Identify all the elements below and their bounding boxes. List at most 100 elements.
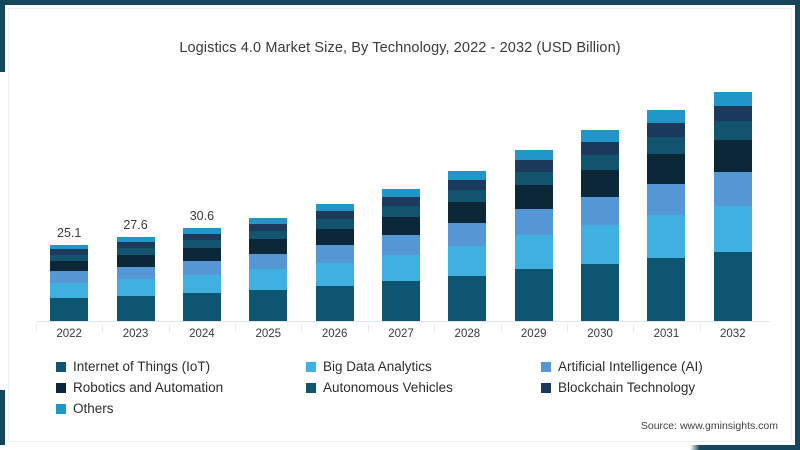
legend-item[interactable]: Artificial Intelligence (AI) [541,359,756,374]
bar-segment[interactable] [116,242,155,249]
bar-column[interactable]: 27.6 [116,218,155,321]
bar-segment[interactable] [647,154,686,184]
bar-segment[interactable] [249,269,288,291]
bar-segment[interactable] [182,240,221,248]
bar-column[interactable] [382,188,420,321]
bar-segment[interactable] [382,281,420,321]
bar-segment[interactable] [514,209,553,236]
bar-segment[interactable] [116,237,155,243]
legend-swatch-icon [541,361,551,372]
bar-column[interactable] [713,91,752,321]
bar-column[interactable] [647,110,686,321]
bar-segment[interactable] [382,188,420,198]
bar-segment[interactable] [249,239,288,254]
bar-segment[interactable] [448,190,487,203]
bar-column[interactable]: 30.6 [182,209,221,321]
bar-segment[interactable] [116,266,155,280]
chart-legend: Internet of Things (IoT) Big Data Analyti… [56,356,756,419]
bar-segment[interactable] [448,245,487,276]
bar-segment[interactable] [581,225,620,264]
bar-segment[interactable] [581,142,620,155]
bar-column[interactable] [514,149,553,321]
bar-segment[interactable] [647,183,686,216]
bar-segment[interactable] [514,235,553,270]
bar-segment[interactable] [116,295,155,321]
bar-segment[interactable] [713,121,752,140]
bar-segment[interactable] [713,106,752,122]
frame-border-bottom [0,445,800,450]
bar-column[interactable] [249,217,288,321]
bar-segment[interactable] [182,228,221,234]
bar-column[interactable]: 25.1 [50,226,89,321]
bar-segment[interactable] [647,215,686,258]
bar-segment[interactable] [382,216,420,236]
bar-segment[interactable] [647,257,686,321]
bar-segment[interactable] [249,217,288,225]
bar-segment[interactable] [50,244,89,250]
bar-segment[interactable] [50,297,89,321]
bar-segment[interactable] [50,260,89,272]
bar-segment[interactable] [315,286,354,321]
bar-segment[interactable] [448,275,487,321]
bar-segment[interactable] [182,233,221,241]
bar-segment[interactable] [713,139,752,172]
bar-segment[interactable] [647,110,686,124]
bar-segment[interactable] [514,160,553,172]
bar-segment[interactable] [382,205,420,217]
bar-segment[interactable] [315,228,354,246]
bar-segment[interactable] [249,224,288,232]
bar-segment[interactable] [713,206,752,253]
bar-segment[interactable] [315,219,354,229]
bar-segment[interactable] [647,137,686,155]
legend-item[interactable]: Internet of Things (IoT) [56,359,306,374]
bar-segment[interactable] [382,197,420,206]
bar-segment[interactable] [713,252,752,321]
bar-segment[interactable] [315,262,354,287]
bar-segment[interactable] [50,271,89,283]
bar-segment[interactable] [448,202,487,224]
bar-segment[interactable] [713,91,752,106]
bar-segment[interactable] [514,185,553,210]
bar-segment[interactable] [448,180,487,191]
bar-segment[interactable] [581,263,620,321]
bar-segment[interactable] [514,171,553,186]
bar-segment[interactable] [448,223,487,246]
bar-segment[interactable] [116,279,155,296]
bar-segment[interactable] [581,170,620,197]
bar-column[interactable] [315,204,354,321]
bar-segment[interactable] [315,211,354,220]
bar-segment[interactable] [713,171,752,207]
bar-segment[interactable] [182,293,221,321]
bar-column[interactable] [581,130,620,321]
bar-segment[interactable] [50,254,89,261]
bar-segment[interactable] [50,282,89,298]
bar-column[interactable] [448,170,487,321]
bar-segment[interactable] [581,154,620,171]
legend-item[interactable]: Autonomous Vehicles [306,380,541,395]
legend-item[interactable]: Big Data Analytics [306,359,541,374]
bar-segment[interactable] [116,254,155,267]
bar-segment[interactable] [514,269,553,321]
bar-segment[interactable] [116,248,155,255]
bar-segment[interactable] [249,231,288,240]
chart-title: Logistics 4.0 Market Size, By Technology… [179,40,621,56]
bar-segment[interactable] [249,290,288,321]
legend-item[interactable]: Robotics and Automation [56,380,306,395]
legend-item[interactable]: Others [56,401,306,416]
bar-segment[interactable] [581,130,620,143]
bar-segment[interactable] [382,254,420,282]
bar-segment[interactable] [182,260,221,275]
legend-label: Others [73,401,114,416]
bar-segment[interactable] [581,196,620,226]
bar-segment[interactable] [249,253,288,270]
bar-segment[interactable] [448,170,487,181]
bar-segment[interactable] [315,245,354,263]
bar-segment[interactable] [182,247,221,261]
bar-segment[interactable] [382,235,420,255]
legend-item[interactable]: Blockchain Technology [541,380,756,395]
bar-segment[interactable] [315,204,354,212]
bar-segment[interactable] [50,249,89,255]
bar-segment[interactable] [647,123,686,138]
bar-segment[interactable] [514,149,553,161]
bar-segment[interactable] [182,274,221,294]
